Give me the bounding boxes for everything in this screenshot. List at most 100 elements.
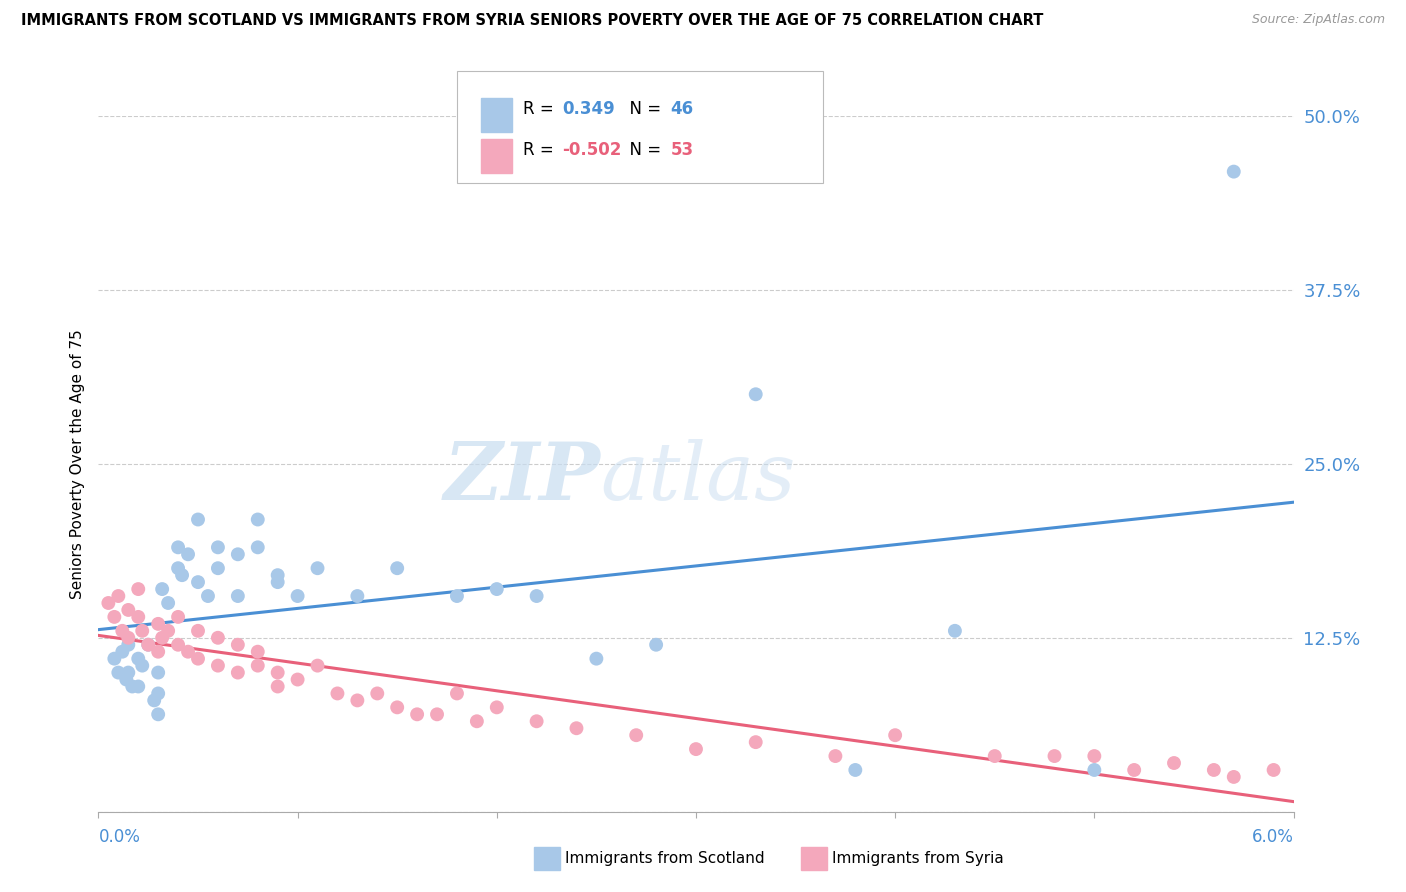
- Text: Immigrants from Syria: Immigrants from Syria: [832, 851, 1004, 865]
- Text: 6.0%: 6.0%: [1251, 828, 1294, 846]
- Point: [844, 763, 866, 777]
- Point: [115, 673, 138, 687]
- Text: Immigrants from Scotland: Immigrants from Scotland: [565, 851, 765, 865]
- Point: [1163, 756, 1185, 770]
- Point: [287, 589, 309, 603]
- Point: [177, 547, 200, 561]
- Text: Source: ZipAtlas.com: Source: ZipAtlas.com: [1251, 13, 1385, 27]
- Point: [117, 603, 139, 617]
- Text: N =: N =: [619, 100, 666, 118]
- Point: [117, 631, 139, 645]
- Point: [167, 610, 190, 624]
- Point: [943, 624, 966, 638]
- Point: [267, 568, 290, 582]
- Point: [167, 561, 190, 575]
- Point: [121, 680, 143, 694]
- Point: [197, 589, 219, 603]
- Point: [446, 589, 468, 603]
- Point: [485, 582, 508, 596]
- Text: -0.502: -0.502: [562, 141, 621, 159]
- Point: [645, 638, 668, 652]
- Point: [426, 707, 449, 722]
- Point: [107, 665, 129, 680]
- Point: [127, 680, 149, 694]
- Point: [103, 610, 125, 624]
- Point: [131, 658, 153, 673]
- Point: [246, 658, 269, 673]
- Text: 0.0%: 0.0%: [98, 828, 141, 846]
- Point: [207, 561, 229, 575]
- Point: [326, 686, 349, 700]
- Point: [117, 665, 139, 680]
- Point: [385, 700, 409, 714]
- Point: [824, 749, 846, 764]
- Text: IMMIGRANTS FROM SCOTLAND VS IMMIGRANTS FROM SYRIA SENIORS POVERTY OVER THE AGE O: IMMIGRANTS FROM SCOTLAND VS IMMIGRANTS F…: [21, 13, 1043, 29]
- Point: [624, 728, 647, 742]
- Point: [526, 589, 548, 603]
- Point: [465, 714, 488, 729]
- Text: ZIP: ZIP: [443, 439, 600, 516]
- Point: [884, 728, 907, 742]
- Text: 46: 46: [671, 100, 693, 118]
- Point: [346, 693, 368, 707]
- Text: 53: 53: [671, 141, 693, 159]
- Point: [187, 624, 209, 638]
- Point: [1083, 749, 1105, 764]
- Point: [177, 645, 200, 659]
- Point: [148, 665, 170, 680]
- Text: R =: R =: [523, 141, 560, 159]
- Text: 0.349: 0.349: [562, 100, 616, 118]
- Point: [148, 616, 170, 631]
- Point: [685, 742, 707, 756]
- Point: [187, 651, 209, 665]
- Point: [385, 561, 409, 575]
- Point: [207, 631, 229, 645]
- Point: [187, 575, 209, 590]
- Point: [226, 665, 249, 680]
- Point: [97, 596, 120, 610]
- Point: [148, 686, 170, 700]
- Point: [150, 631, 173, 645]
- Point: [127, 610, 149, 624]
- Point: [131, 624, 153, 638]
- Point: [226, 638, 249, 652]
- Point: [167, 638, 190, 652]
- Point: [167, 541, 190, 555]
- Text: atlas: atlas: [600, 439, 796, 516]
- Point: [107, 589, 129, 603]
- Point: [111, 624, 134, 638]
- Point: [267, 575, 290, 590]
- Point: [246, 645, 269, 659]
- Point: [111, 645, 134, 659]
- Point: [1083, 763, 1105, 777]
- Point: [148, 707, 170, 722]
- Point: [366, 686, 388, 700]
- Text: R =: R =: [523, 100, 560, 118]
- Point: [103, 651, 125, 665]
- Point: [172, 568, 194, 582]
- Point: [745, 387, 768, 401]
- Point: [1223, 770, 1246, 784]
- Point: [346, 589, 368, 603]
- Point: [117, 638, 139, 652]
- Point: [136, 638, 159, 652]
- Point: [287, 673, 309, 687]
- Point: [127, 582, 149, 596]
- Point: [150, 582, 173, 596]
- Point: [1263, 763, 1285, 777]
- Point: [446, 686, 468, 700]
- Text: N =: N =: [619, 141, 666, 159]
- Point: [585, 651, 607, 665]
- Point: [1043, 749, 1066, 764]
- Point: [526, 714, 548, 729]
- Point: [226, 547, 249, 561]
- Point: [246, 512, 269, 526]
- Y-axis label: Seniors Poverty Over the Age of 75: Seniors Poverty Over the Age of 75: [69, 329, 84, 599]
- Point: [226, 589, 249, 603]
- Point: [267, 665, 290, 680]
- Point: [157, 624, 180, 638]
- Point: [136, 638, 159, 652]
- Point: [148, 645, 170, 659]
- Point: [1202, 763, 1225, 777]
- Point: [406, 707, 429, 722]
